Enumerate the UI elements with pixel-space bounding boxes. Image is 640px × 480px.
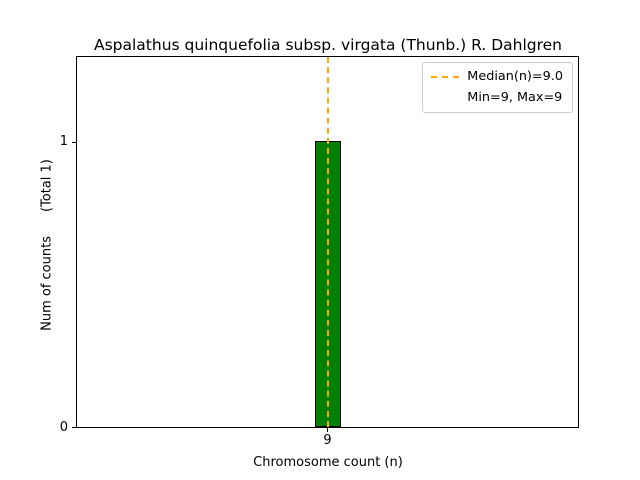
- median-line: [326, 57, 329, 427]
- median-dashed-line-icon: [431, 76, 460, 78]
- legend: Median(n)=9.0 Min=9, Max=9: [422, 62, 573, 113]
- y-axis-label-main: Num of counts: [39, 236, 55, 331]
- ytick-label-1: 1: [59, 134, 68, 149]
- xtick-label-9: 9: [323, 433, 332, 448]
- legend-entry-minmax: Min=9, Max=9: [431, 90, 563, 106]
- y-axis-label: Num of counts (Total 1): [40, 159, 55, 331]
- ytick-mark-1: [72, 142, 76, 143]
- x-axis-label: Chromosome count (n): [253, 455, 403, 470]
- legend-empty-handle: [431, 97, 459, 99]
- legend-median-label: Median(n)=9.0: [467, 69, 563, 84]
- y-axis-label-total: (Total 1): [39, 159, 55, 213]
- ytick-mark-0: [72, 427, 76, 428]
- legend-entry-median: Median(n)=9.0: [431, 69, 563, 85]
- plot-area: Median(n)=9.0 Min=9, Max=9: [76, 56, 579, 428]
- legend-minmax-label: Min=9, Max=9: [467, 90, 563, 105]
- chart-title: Aspalathus quinquefolia subsp. virgata (…: [93, 36, 563, 54]
- ytick-label-0: 0: [59, 420, 68, 435]
- xtick-mark-9: [327, 428, 328, 432]
